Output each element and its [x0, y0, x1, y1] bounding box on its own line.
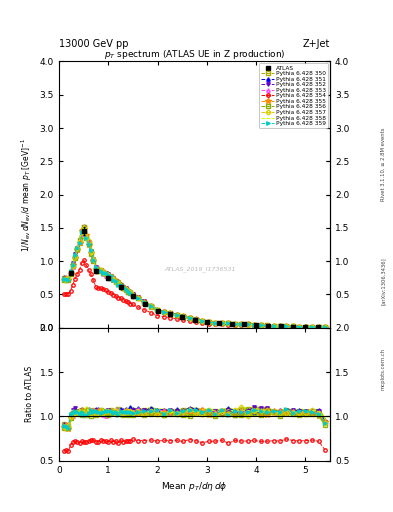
Y-axis label: Ratio to ATLAS: Ratio to ATLAS	[25, 366, 34, 422]
X-axis label: Mean $p_T/d\eta\, d\phi$: Mean $p_T/d\eta\, d\phi$	[161, 480, 228, 493]
Text: Z+Jet: Z+Jet	[303, 38, 330, 49]
Text: 13000 GeV pp: 13000 GeV pp	[59, 38, 129, 49]
Y-axis label: $1/N_{\rm ev}\, dN_{\rm ev}/d$ mean $p_T$ [GeV]$^{-1}$: $1/N_{\rm ev}\, dN_{\rm ev}/d$ mean $p_T…	[20, 138, 34, 251]
Title: $p_T$ spectrum (ATLAS UE in Z production): $p_T$ spectrum (ATLAS UE in Z production…	[104, 48, 285, 61]
Text: Rivet 3.1.10, ≥ 2.8M events: Rivet 3.1.10, ≥ 2.8M events	[381, 127, 386, 201]
Text: mcplots.cern.ch: mcplots.cern.ch	[381, 348, 386, 390]
Text: ATLAS_2019_I1736531: ATLAS_2019_I1736531	[164, 266, 236, 272]
Text: [arXiv:1306.3436]: [arXiv:1306.3436]	[381, 258, 386, 306]
Legend: ATLAS, Pythia 6.428 350, Pythia 6.428 351, Pythia 6.428 352, Pythia 6.428 353, P: ATLAS, Pythia 6.428 350, Pythia 6.428 35…	[259, 63, 329, 129]
